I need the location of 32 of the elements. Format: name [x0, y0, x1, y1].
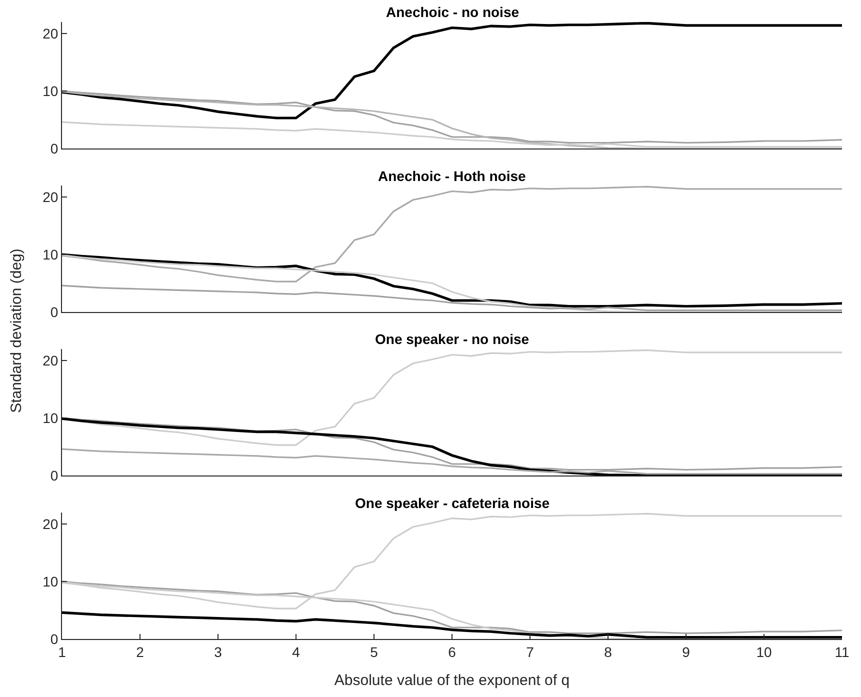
line-series [62, 186, 842, 282]
y-tick-label: 0 [50, 467, 58, 484]
x-tick-label: 10 [756, 644, 772, 660]
y-tick-label: 0 [50, 630, 58, 647]
chart-title: One speaker - cafeteria noise [355, 495, 550, 511]
y-axis-title: Standard deviation (deg) [8, 248, 25, 413]
x-axis-title: Absolute value of the exponent of q [334, 672, 570, 689]
chart-title: One speaker - no noise [375, 331, 530, 347]
line-series [62, 349, 842, 446]
chart-title: Anechoic - Hoth noise [378, 168, 526, 184]
x-tick-label: 7 [526, 644, 534, 660]
x-tick-label: 4 [292, 644, 300, 660]
x-tick-label: 1 [58, 644, 66, 660]
x-tick-label: 5 [370, 644, 378, 660]
line-series [62, 22, 842, 120]
y-tick-label: 0 [50, 140, 58, 156]
x-tick-label: 3 [214, 644, 222, 660]
y-tick-label: 10 [42, 410, 58, 426]
y-tick-label: 20 [42, 25, 58, 42]
x-tick-label: 2 [136, 644, 144, 660]
x-tick-label: 8 [604, 644, 612, 660]
y-tick-label: 0 [50, 304, 58, 320]
y-tick-label: 20 [42, 188, 58, 205]
y-tick-label: 20 [42, 352, 58, 368]
y-tick-label: 10 [42, 246, 58, 262]
y-tick-label: 20 [42, 516, 58, 532]
chart-title: Anechoic - no noise [386, 4, 520, 20]
y-tick-label: 10 [42, 82, 58, 99]
x-tick-label: 6 [448, 644, 456, 660]
y-tick-label: 10 [42, 573, 58, 590]
x-tick-label: 9 [682, 644, 690, 660]
x-tick-label: 11 [834, 644, 850, 660]
